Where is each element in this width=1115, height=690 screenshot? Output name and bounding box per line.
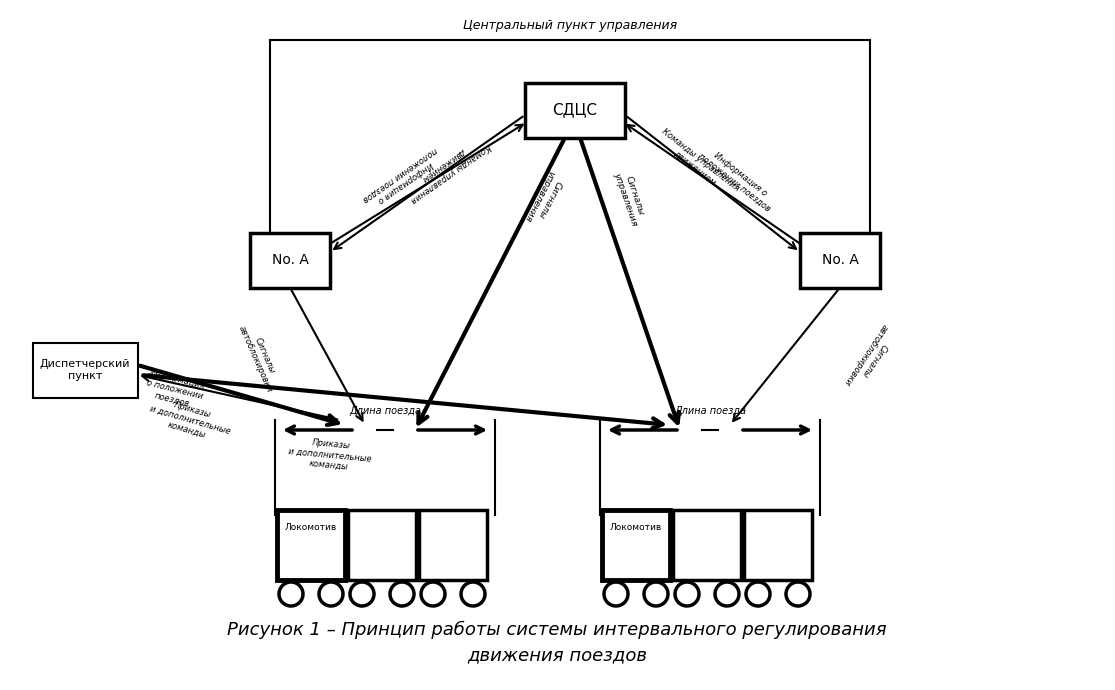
- Text: No. А: No. А: [272, 253, 309, 267]
- Text: СДЦС: СДЦС: [553, 103, 598, 117]
- Text: Команды управления
движением: Команды управления движением: [403, 133, 492, 204]
- Text: Центральный пункт управления: Центральный пункт управления: [463, 19, 677, 32]
- Bar: [525, 83, 626, 137]
- Text: Длина поезда: Длина поезда: [673, 406, 746, 416]
- Text: Команды управления
движением: Команды управления движением: [653, 126, 741, 201]
- Bar: [419, 510, 487, 580]
- Text: Длина поезда: Длина поезда: [349, 406, 421, 416]
- Text: Сигналы
автоблокировки: Сигналы автоблокировки: [236, 321, 283, 395]
- Text: Сигналы
автоблокировки: Сигналы автоблокировки: [842, 322, 898, 393]
- Bar: [744, 510, 812, 580]
- Bar: [602, 510, 670, 580]
- Bar: [799, 233, 880, 288]
- Text: Сигналы
управления: Сигналы управления: [612, 168, 648, 227]
- Text: Приказы
и дополнительные
команды: Приказы и дополнительные команды: [146, 394, 234, 446]
- Text: Информация
о положении
поездов: Информация о положении поездов: [143, 368, 206, 411]
- Bar: [277, 510, 345, 580]
- Text: Информация о
положении поездов: Информация о положении поездов: [360, 145, 445, 212]
- Text: Приказы
и дополнительные
команды: Приказы и дополнительные команды: [287, 436, 372, 474]
- Text: Информация о
положении поездов: Информация о положении поездов: [697, 144, 778, 213]
- Bar: [673, 510, 741, 580]
- Text: Локомотив: Локомотив: [284, 523, 337, 532]
- Text: Диспетчерский
пункт: Диспетчерский пункт: [40, 359, 130, 381]
- Text: движения поездов: движения поездов: [467, 646, 647, 664]
- Text: Сигналы
управления: Сигналы управления: [524, 168, 566, 227]
- Text: Рисунок 1 – Принцип работы системы интервального регулирования: Рисунок 1 – Принцип работы системы интер…: [227, 621, 886, 639]
- Text: No. А: No. А: [822, 253, 859, 267]
- Bar: [32, 342, 137, 397]
- Bar: [250, 233, 330, 288]
- Bar: [348, 510, 416, 580]
- Text: Локомотив: Локомотив: [610, 523, 662, 532]
